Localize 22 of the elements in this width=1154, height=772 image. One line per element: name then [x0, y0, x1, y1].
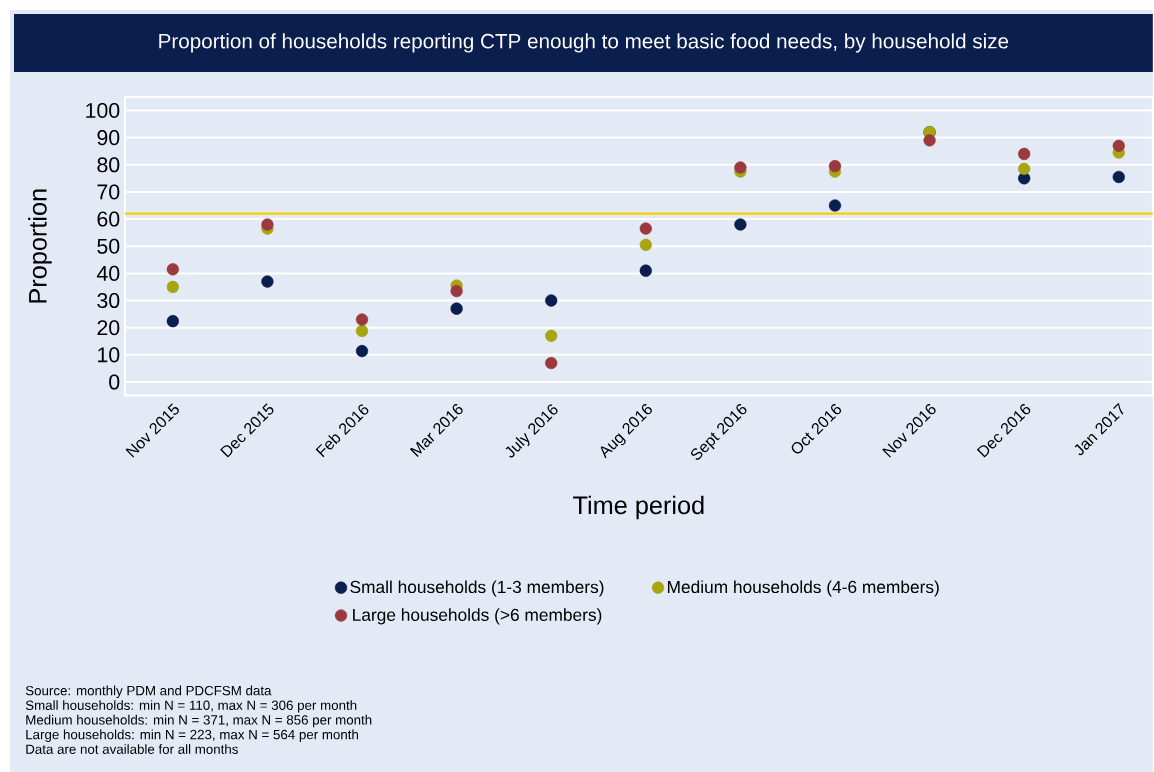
y-tick-label: 0: [109, 374, 120, 390]
y-axis-title: Proportion: [28, 189, 52, 303]
y-tick-label: 10: [98, 347, 120, 363]
legend-label: Medium households (4-6 members): [667, 580, 939, 597]
legend-label: Small households (1-3 members): [350, 580, 604, 597]
y-tick-label: 60: [97, 211, 120, 227]
text: Small households: min N = 110, max N = 306 per month: [25, 700, 357, 713]
y-tick-label: 90: [97, 129, 120, 146]
x-axis-title: Time period: [573, 495, 704, 520]
chart-title: Proportion of households reporting CTP enough to meet basic food needs, by household size: [159, 33, 1009, 53]
y-tick-label: 20: [97, 320, 120, 336]
y-tick-label: 70: [97, 184, 120, 200]
y-tick-label: 50: [97, 238, 120, 254]
y-tick-label: 40: [96, 265, 120, 281]
text: Data are not available for all months: [26, 744, 238, 754]
text: Large households: min N = 223, max N = 564 per month: [26, 729, 358, 742]
legend-label: Large households (>6 members): [353, 608, 602, 625]
y-tick-label: 80: [97, 157, 120, 173]
y-tick-label: 30: [97, 292, 120, 308]
text: Medium households: min N = 371, max N = 856 per month: [26, 714, 372, 728]
y-tick-label: 100: [86, 102, 120, 118]
source-note: Source: monthly PDM and PDCFSM data: [25, 685, 272, 698]
